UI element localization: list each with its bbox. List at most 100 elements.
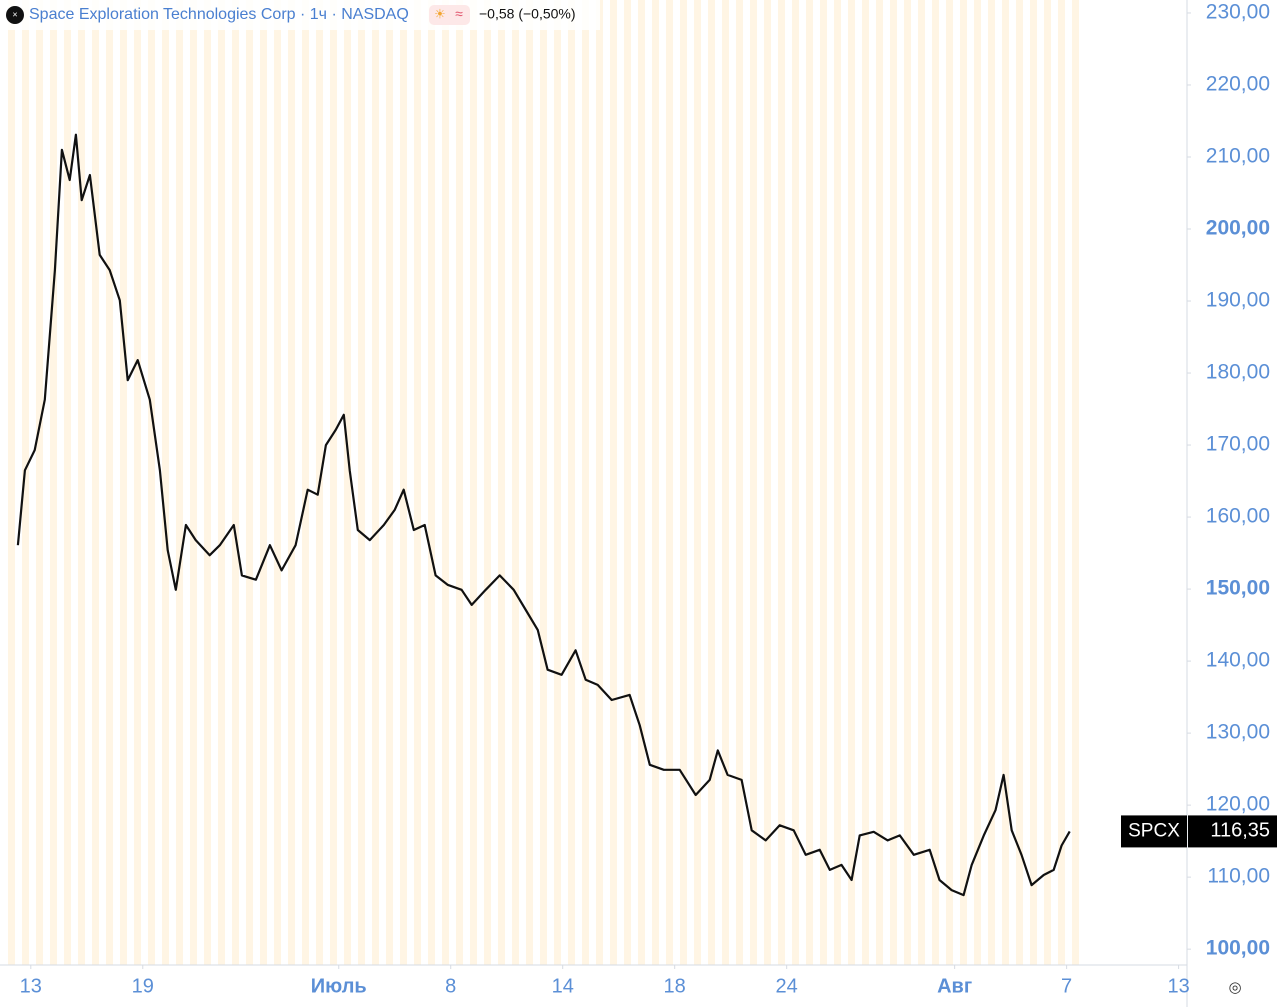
stripe	[372, 0, 379, 965]
stripe	[946, 0, 953, 965]
stripe	[106, 0, 113, 965]
session-shading	[8, 0, 1079, 965]
stripe	[960, 0, 967, 965]
session-badge	[429, 5, 470, 25]
stripe	[680, 0, 687, 965]
x-tick-label: Июль	[311, 975, 367, 997]
x-tick-label: 24	[776, 975, 798, 997]
stripe	[806, 0, 813, 965]
stripe	[666, 0, 673, 965]
stripe	[722, 0, 729, 965]
price-line	[16, 133, 1071, 897]
settings-icon[interactable]: ◎	[1228, 979, 1241, 996]
stripe	[876, 0, 883, 965]
y-tick-label: 140,00	[1206, 649, 1270, 672]
symbol-tag: SPCX	[1128, 820, 1180, 841]
x-tick-label: 8	[445, 975, 456, 997]
stripe	[820, 0, 827, 965]
stripe	[624, 0, 631, 965]
stripe	[414, 0, 421, 965]
stripe	[218, 0, 225, 965]
stripe	[764, 0, 771, 965]
stripe	[8, 0, 15, 965]
x-tick-label: Авг	[937, 975, 972, 997]
stripe	[190, 0, 197, 965]
y-tick-label: 200,00	[1206, 217, 1270, 240]
symbol-logo	[6, 6, 24, 24]
stripe	[1016, 0, 1023, 965]
x-tick-label: 14	[552, 975, 574, 997]
stripe	[484, 0, 491, 965]
stripe	[540, 0, 547, 965]
exchange: NASDAQ	[341, 6, 409, 23]
stripe	[1058, 0, 1065, 965]
y-tick-label: 120,00	[1206, 793, 1270, 816]
stripe	[36, 0, 43, 965]
stripe	[1002, 0, 1009, 965]
y-tick-label: 230,00	[1206, 1, 1270, 24]
stripe	[848, 0, 855, 965]
x-tick-label: 19	[132, 975, 154, 997]
symbol-tag-bg	[1121, 815, 1187, 848]
y-tick-label: 130,00	[1206, 721, 1270, 744]
stripe	[470, 0, 477, 965]
stripe	[1030, 0, 1037, 965]
stripe	[288, 0, 295, 965]
stripe	[526, 0, 533, 965]
stripe	[988, 0, 995, 965]
stripe	[596, 0, 603, 965]
y-tick-label: 110,00	[1207, 865, 1270, 888]
y-tick-label: 190,00	[1206, 289, 1270, 312]
stripe	[554, 0, 561, 965]
stripe	[498, 0, 505, 965]
stripe	[834, 0, 841, 965]
logo-mark: ×	[12, 9, 17, 19]
stripe	[162, 0, 169, 965]
stripe	[302, 0, 309, 965]
y-tick-label: 180,00	[1206, 361, 1270, 384]
stripe	[750, 0, 757, 965]
stripe	[232, 0, 239, 965]
y-tick-label: 150,00	[1206, 577, 1270, 600]
stripe	[92, 0, 99, 965]
stripe	[22, 0, 29, 965]
plot-area	[16, 133, 1071, 897]
stripe	[246, 0, 253, 965]
symbol-name[interactable]: Space Exploration Technologies Corp	[29, 6, 296, 23]
stripe	[428, 0, 435, 965]
last-price: 116,35	[1210, 820, 1270, 842]
y-tick-label: 210,00	[1206, 145, 1270, 168]
stripe	[1044, 0, 1051, 965]
y-tick-label: 170,00	[1206, 433, 1270, 456]
interval[interactable]: 1ч	[310, 6, 327, 23]
stripe	[386, 0, 393, 965]
stripe	[260, 0, 267, 965]
x-tick-label: 18	[664, 975, 686, 997]
stripe	[694, 0, 701, 965]
stripe	[134, 0, 141, 965]
stripe	[442, 0, 449, 965]
stripe	[358, 0, 365, 965]
header-bg	[0, 0, 600, 30]
stripe	[1072, 0, 1079, 965]
y-tick-label: 160,00	[1206, 505, 1270, 528]
stripe	[638, 0, 645, 965]
sun-icon: ☀	[434, 6, 446, 21]
stripe	[610, 0, 617, 965]
stripe	[652, 0, 659, 965]
stripe	[456, 0, 463, 965]
stripe	[862, 0, 869, 965]
stripe	[918, 0, 925, 965]
stripe	[120, 0, 127, 965]
stripe	[148, 0, 155, 965]
header-line[interactable]: Space Exploration Technologies Corp · 1ч…	[29, 6, 409, 23]
stripe	[512, 0, 519, 965]
stripe	[50, 0, 57, 965]
x-tick-label: 13	[1167, 975, 1189, 997]
stripe	[932, 0, 939, 965]
stripe	[568, 0, 575, 965]
stripe	[204, 0, 211, 965]
x-tick-label: 7	[1061, 975, 1072, 997]
stripe	[708, 0, 715, 965]
